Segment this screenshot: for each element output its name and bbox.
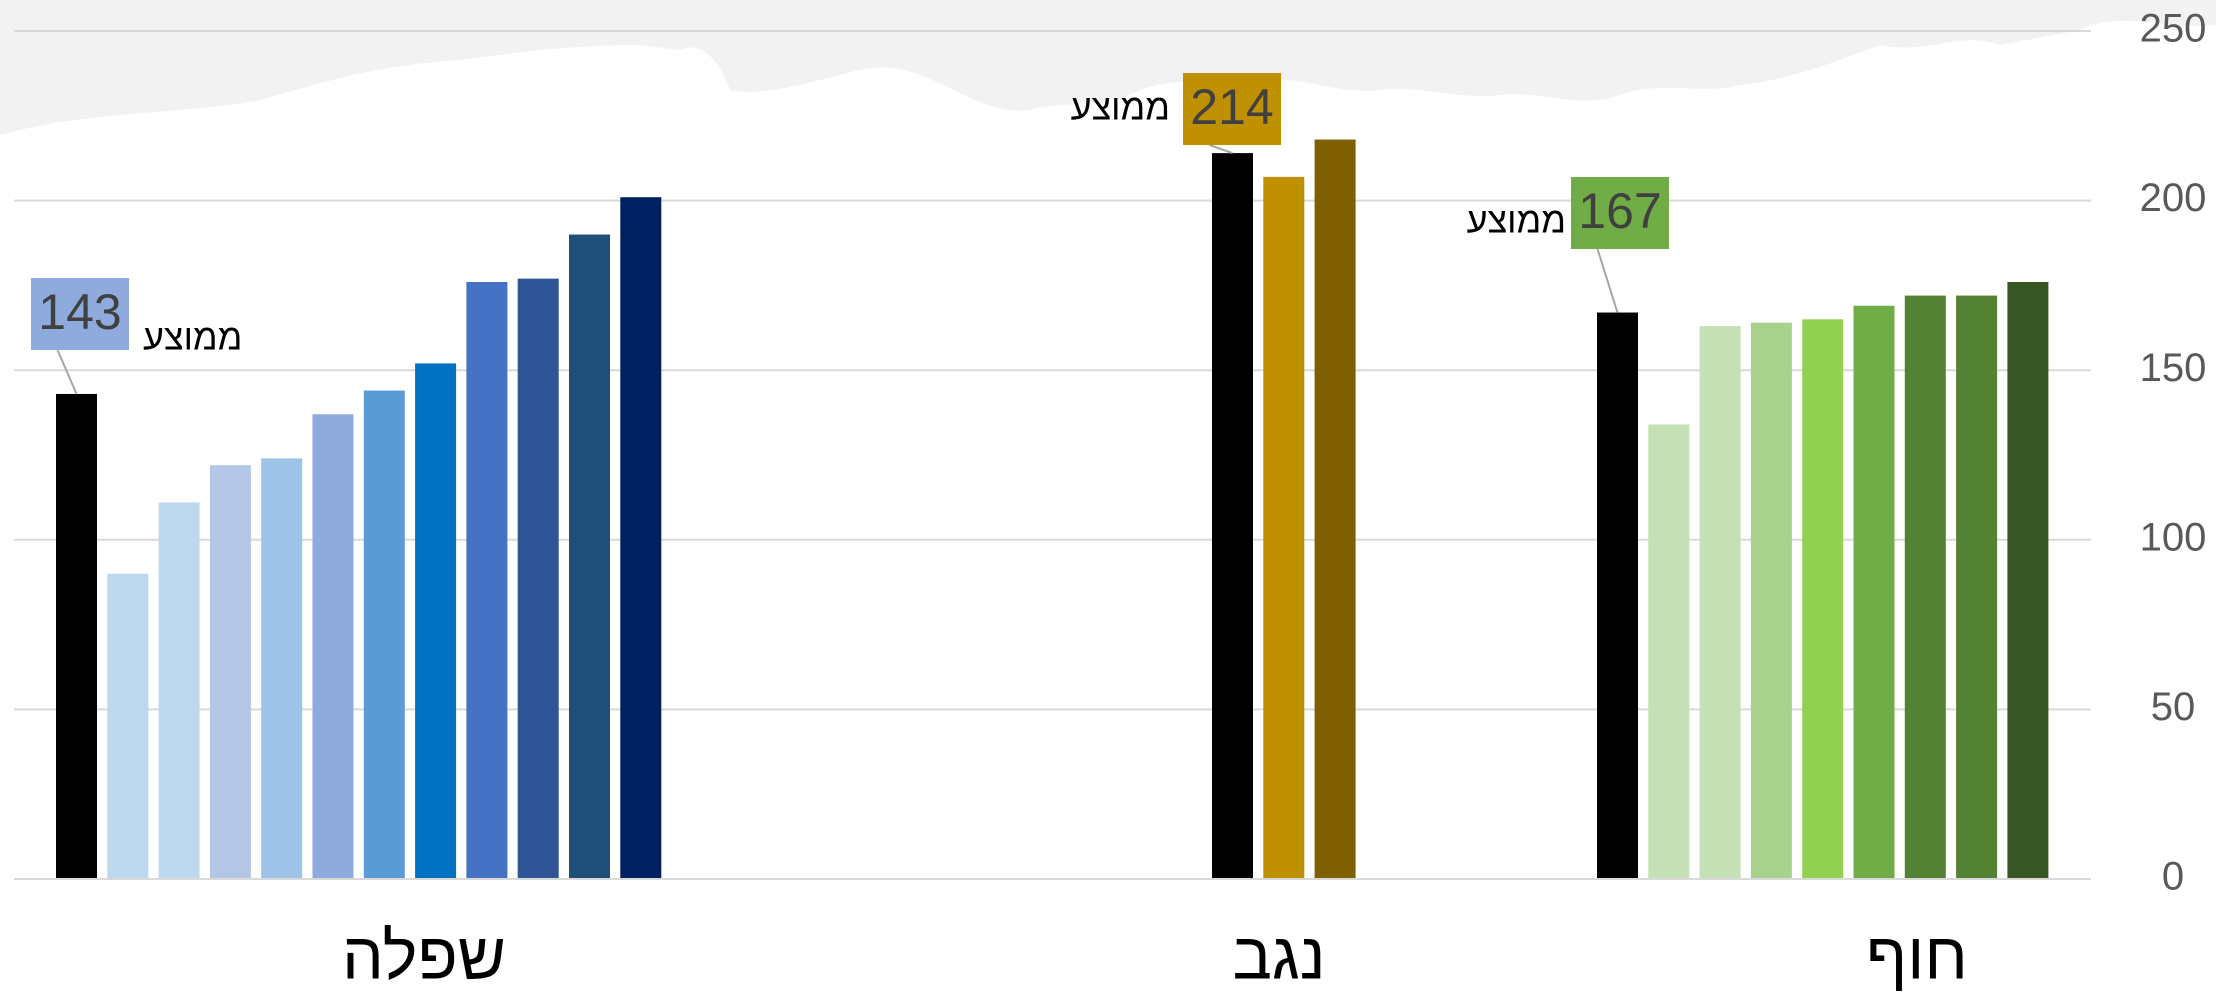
y-tick-label: 250 — [2140, 7, 2207, 51]
bar — [1314, 139, 1356, 879]
average-annotation: ממוצע — [1071, 87, 1170, 128]
category-label: חוף — [1866, 918, 1968, 992]
background-cloud — [0, 0, 2216, 135]
category-label: נגב — [1232, 918, 1325, 992]
bar — [415, 363, 457, 879]
leader-line — [1209, 144, 1233, 155]
bar — [517, 278, 559, 880]
value-label-box — [1571, 177, 1669, 249]
value-label-box — [1183, 73, 1281, 145]
bar — [2007, 282, 2049, 879]
value-label: 167 — [1578, 183, 1661, 239]
bar — [1956, 295, 1998, 879]
bar — [1802, 319, 1844, 879]
y-tick-label: 200 — [2140, 176, 2207, 220]
bar — [209, 465, 251, 879]
leader-line — [56, 349, 78, 395]
bar — [620, 197, 662, 879]
y-tick-label: 0 — [2162, 855, 2184, 899]
bar — [1853, 305, 1895, 879]
bar — [158, 502, 200, 879]
bar — [1750, 322, 1792, 879]
value-label: 143 — [38, 284, 121, 340]
bar — [261, 458, 303, 879]
average-annotation: ממוצע — [143, 317, 242, 358]
y-tick-label: 50 — [2151, 685, 2196, 729]
bar — [1597, 312, 1638, 879]
category-label: שפלה — [342, 918, 506, 992]
bar — [1212, 153, 1253, 879]
y-tick-label: 100 — [2140, 515, 2207, 559]
bar — [107, 573, 149, 879]
bar — [569, 234, 610, 879]
value-label-box — [31, 278, 129, 350]
bar — [363, 390, 405, 879]
bar — [1648, 424, 1690, 879]
value-label: 214 — [1190, 79, 1273, 135]
bar — [466, 282, 508, 879]
bar — [1904, 295, 1946, 879]
bar — [1263, 176, 1305, 879]
average-annotation: ממוצע — [1467, 200, 1566, 241]
bar — [312, 414, 354, 879]
bar — [56, 393, 97, 879]
bar — [1699, 326, 1741, 879]
y-tick-label: 150 — [2140, 346, 2207, 390]
leader-line — [1596, 248, 1619, 313]
